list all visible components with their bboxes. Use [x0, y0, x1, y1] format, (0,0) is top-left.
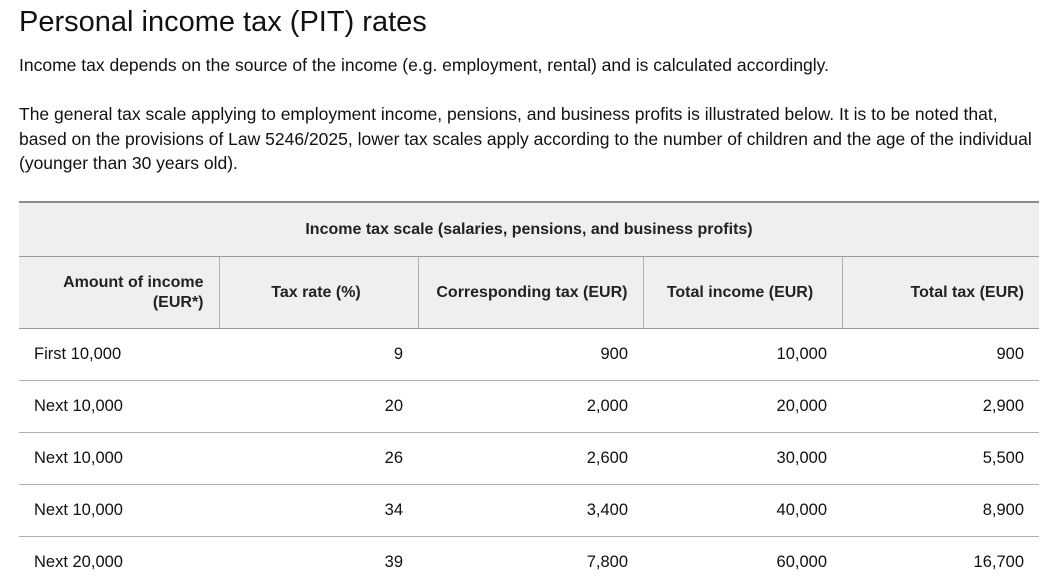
cell-total-income: 20,000	[643, 380, 842, 433]
column-header-corresponding-tax: Corresponding tax (EUR)	[418, 256, 644, 329]
intro-paragraph: Income tax depends on the source of the …	[19, 55, 829, 75]
cell-total-tax: 900	[842, 328, 1039, 381]
column-header-total-tax: Total tax (EUR)	[842, 256, 1039, 329]
cell-corresponding-tax: 7,800	[586, 553, 628, 571]
column-header-total-income: Total income (EUR)	[643, 256, 843, 329]
cell-total-tax: 2,900	[842, 380, 1039, 433]
tax-scale-table: Income tax scale (salaries, pensions, an…	[19, 201, 1039, 588]
cell-tax-rate: 26	[219, 432, 418, 485]
cell-amount-of-income: Next 20,000	[34, 553, 123, 571]
column-header-tax-rate: Tax rate (%)	[219, 256, 419, 329]
cell-corresponding-tax: 900	[418, 328, 643, 381]
cell-total-tax: 8,900	[842, 484, 1039, 537]
table-row: Next 10,000 26 2,600 30,000 5,500	[19, 432, 1039, 485]
cell-total-income: 40,000	[643, 484, 842, 537]
table-row: Next 10,000 34 3,400 40,000 8,900	[19, 484, 1039, 537]
cell-total-income: 60,000	[776, 553, 827, 571]
cell-corresponding-tax: 2,000	[418, 380, 643, 433]
table-header-row: Amount of income (EUR*) Tax rate (%) Cor…	[19, 256, 1039, 329]
table-row: Next 10,000 20 2,000 20,000 2,900	[19, 380, 1039, 433]
cell-tax-rate: 9	[219, 328, 418, 381]
page-title: Personal income tax (PIT) rates	[19, 6, 427, 38]
cell-corresponding-tax: 2,600	[418, 432, 643, 485]
table-row: First 10,000 9 900 10,000 900	[19, 328, 1039, 381]
cell-tax-rate: 34	[219, 484, 418, 537]
table-caption: Income tax scale (salaries, pensions, an…	[19, 201, 1039, 257]
column-header-amount-of-income: Amount of income (EUR*)	[19, 256, 220, 329]
cell-total-income: 10,000	[643, 328, 842, 381]
cell-total-tax: 5,500	[842, 432, 1039, 485]
cell-amount-of-income: Next 10,000	[19, 432, 219, 485]
table-caption-row: Income tax scale (salaries, pensions, an…	[19, 201, 1039, 257]
cell-tax-rate: 39	[384, 553, 403, 571]
cell-amount-of-income: First 10,000	[19, 328, 219, 381]
cell-amount-of-income: Next 10,000	[19, 380, 219, 433]
cell-amount-of-income: Next 10,000	[19, 484, 219, 537]
cell-tax-rate: 20	[219, 380, 418, 433]
general-scale-paragraph: The general tax scale applying to employ…	[19, 104, 1032, 173]
cell-total-tax: 16,700	[973, 553, 1024, 571]
table-row: Next 20,000 39 7,800 60,000 16,700	[19, 537, 1039, 588]
cell-total-income: 30,000	[643, 432, 842, 485]
cell-corresponding-tax: 3,400	[418, 484, 643, 537]
